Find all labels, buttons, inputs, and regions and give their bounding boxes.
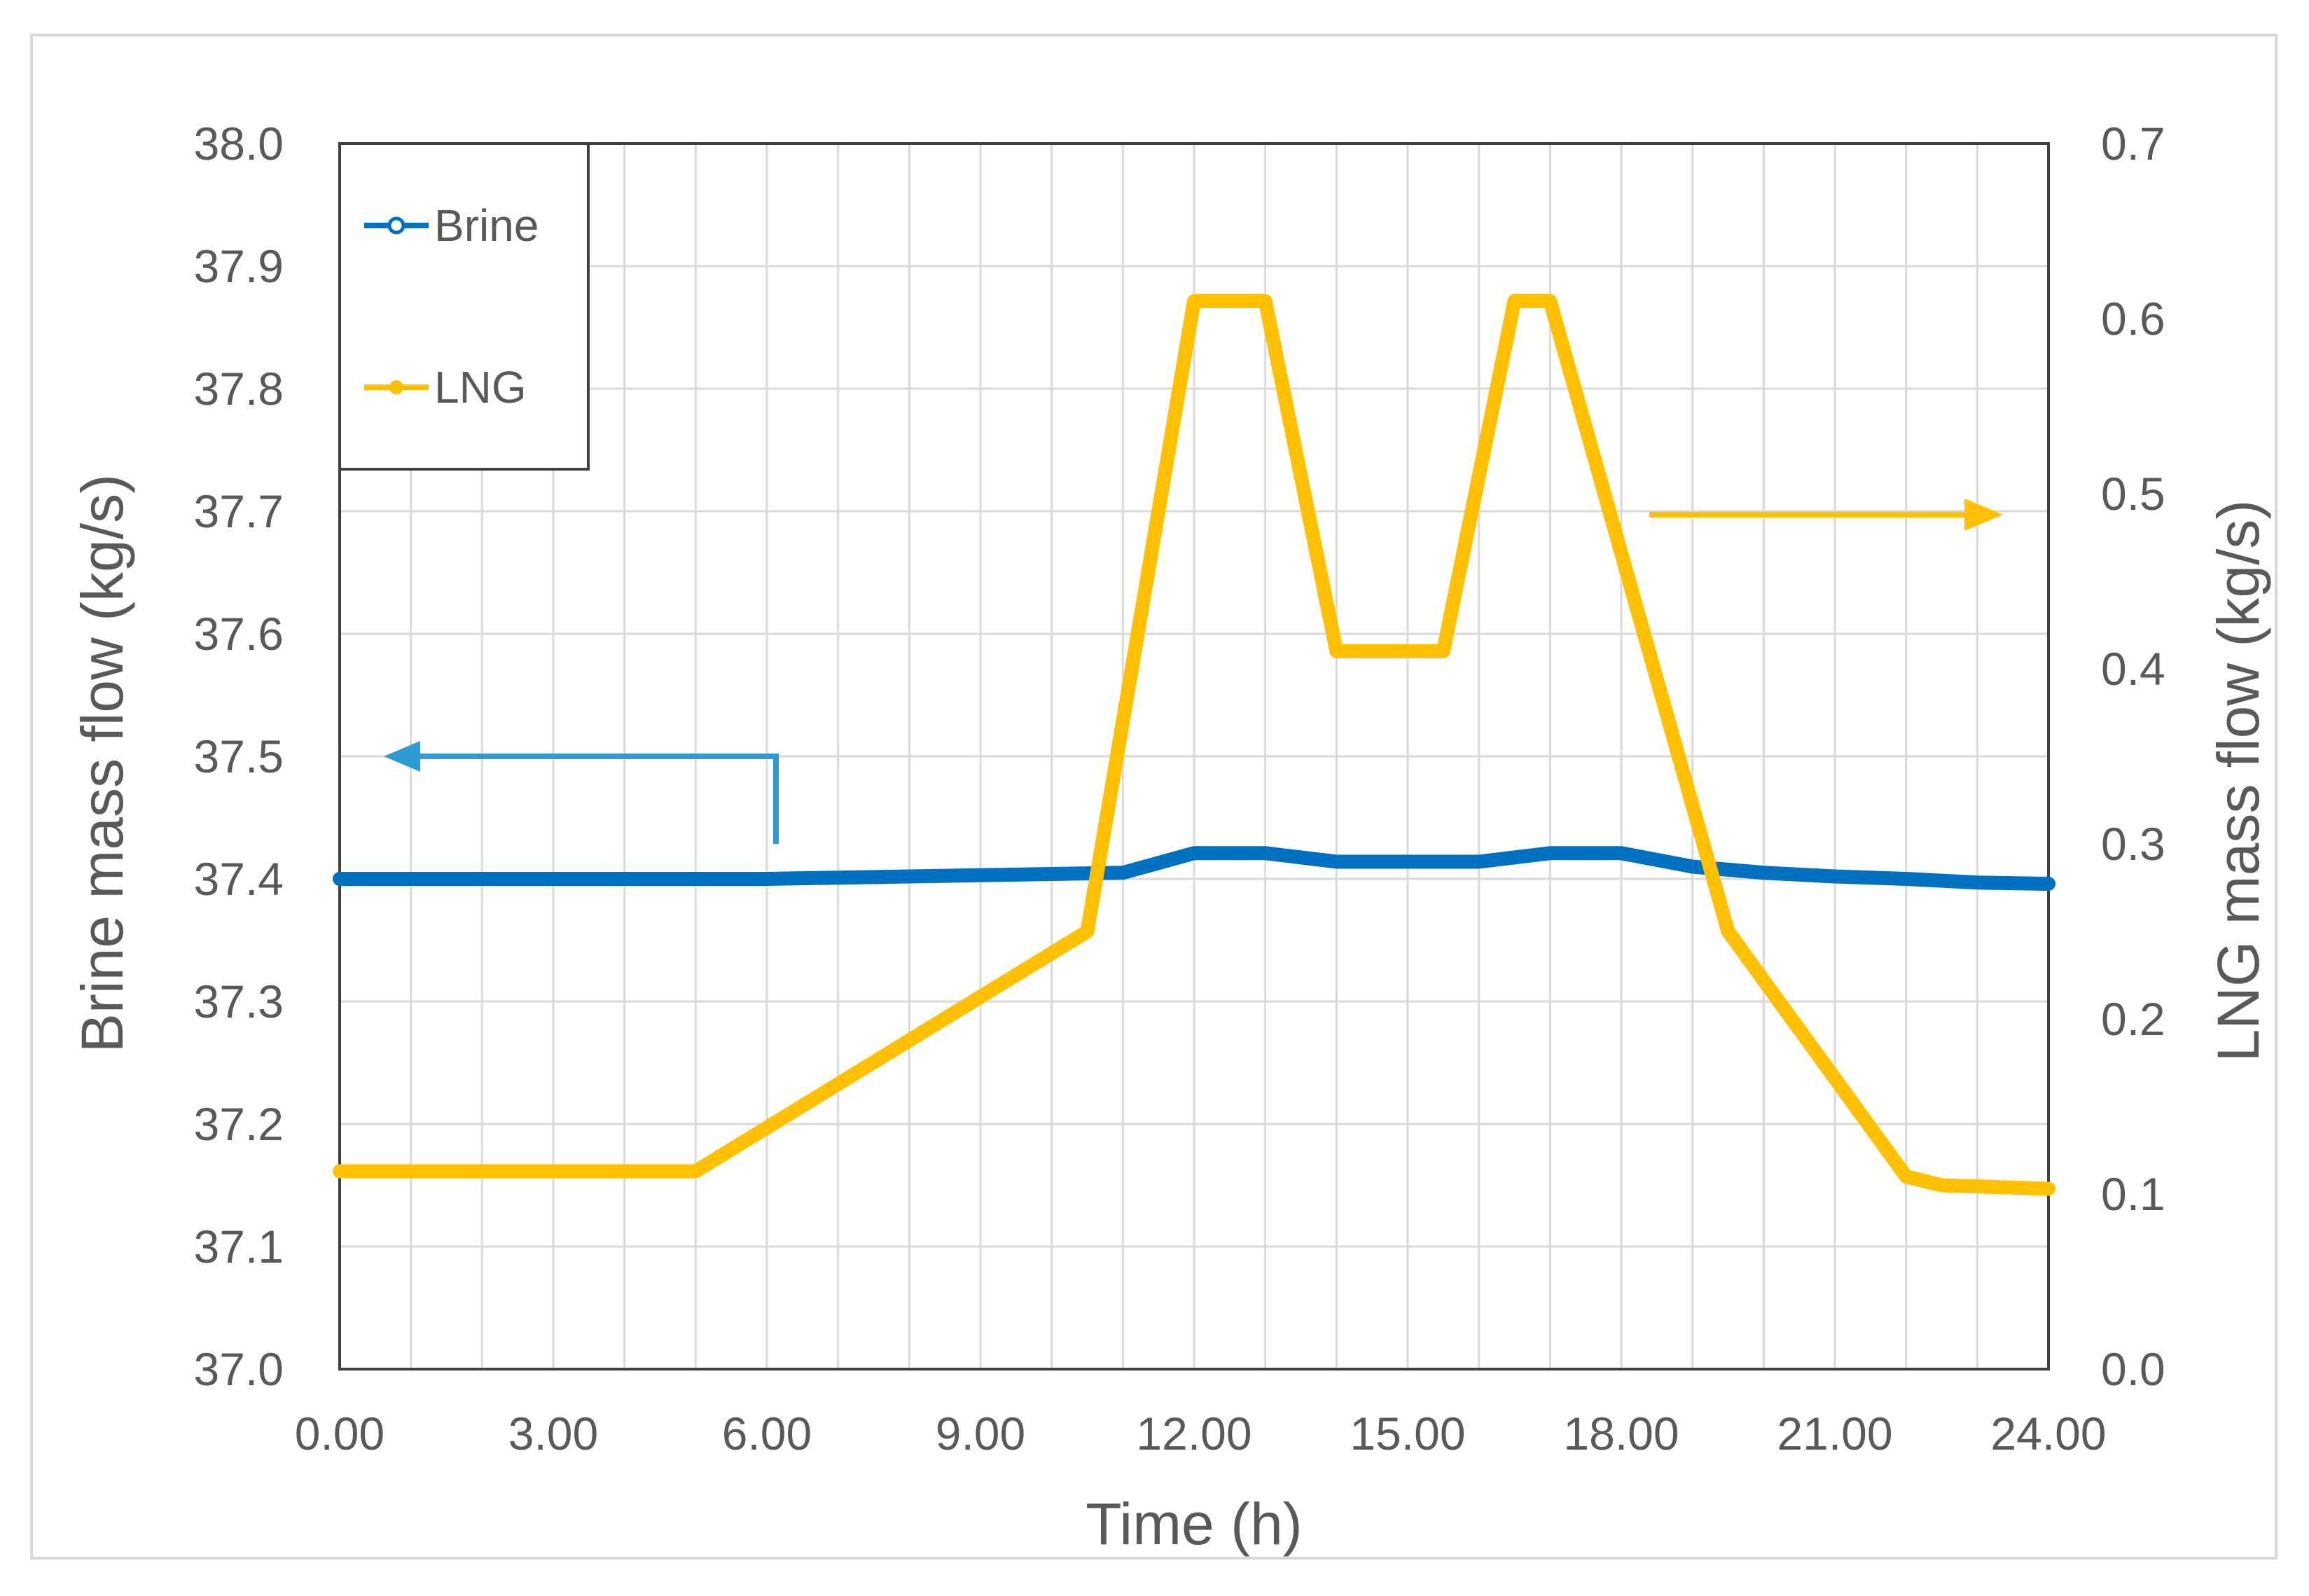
x-tick-label: 21.00 (1777, 1408, 1892, 1459)
data-point-brine (335, 874, 345, 884)
x-tick-label: 0.00 (295, 1408, 384, 1459)
x-tick-label: 6.00 (722, 1408, 812, 1459)
data-point-brine (833, 873, 843, 883)
y-left-tick-label: 37.9 (194, 240, 284, 292)
x-tick-label: 9.00 (936, 1408, 1025, 1459)
data-point-brine (1972, 877, 1983, 888)
data-point-brine (1901, 874, 1911, 884)
x-tick-label: 12.00 (1136, 1408, 1251, 1459)
y-right-tick-label: 0.4 (2101, 643, 2165, 695)
data-point-brine (1687, 861, 1698, 872)
data-point-brine (1545, 848, 1555, 859)
lng-axis-arrow (1649, 499, 2003, 531)
data-point-lng (1189, 296, 1199, 306)
y-left-axis-ticks: 37.0 37.1 37.2 37.3 37.4 37.5 37.6 37.7 37.8 37.9… (194, 118, 284, 1395)
data-point-lng (1936, 1180, 1947, 1191)
y-right-axis-title: LNG mass flow (kg/s) (2205, 500, 2271, 1062)
data-point-lng (1545, 296, 1555, 306)
data-point-brine (477, 874, 487, 884)
data-point-lng (1082, 927, 1093, 936)
data-point-brine (405, 874, 416, 884)
legend-item-brine: Brine (364, 200, 539, 251)
data-point-brine (1830, 871, 1840, 882)
legend-label-lng: LNG (434, 362, 527, 412)
data-point-brine (1189, 848, 1199, 859)
y-left-tick-label: 37.8 (194, 363, 284, 415)
data-point-lng (1509, 296, 1520, 306)
y-left-tick-label: 37.0 (194, 1343, 284, 1395)
y-right-tick-label: 0.6 (2101, 293, 2165, 345)
legend-marker-lng (389, 380, 403, 394)
y-right-tick-label: 0.7 (2101, 118, 2165, 169)
legend: Brine LNG (338, 142, 590, 471)
data-point-brine (1759, 868, 1769, 878)
legend-item-lng: LNG (364, 362, 527, 412)
data-point-lng (2044, 1184, 2053, 1194)
y-left-tick-label: 37.1 (194, 1221, 284, 1272)
y-left-tick-label: 37.5 (194, 730, 284, 782)
data-point-brine (1474, 856, 1484, 867)
data-point-brine (976, 870, 985, 880)
x-tick-label: 3.00 (508, 1408, 598, 1459)
y-left-tick-label: 37.6 (194, 608, 284, 660)
y-left-tick-label: 37.4 (194, 853, 284, 905)
y-right-tick-label: 0.3 (2101, 818, 2165, 870)
data-point-brine (1118, 868, 1128, 878)
data-point-brine (548, 874, 558, 884)
series-lines (333, 294, 2055, 1196)
y-right-tick-label: 0.2 (2101, 993, 2165, 1045)
y-left-axis-title: Brine mass flow (kg/s) (69, 474, 135, 1053)
data-point-brine (762, 874, 772, 884)
plot-area-border (338, 142, 2050, 1371)
data-point-lng (1260, 296, 1270, 306)
data-point-brine (1260, 848, 1270, 859)
legend-label-brine: Brine (434, 200, 539, 251)
x-tick-label: 24.00 (1990, 1408, 2106, 1459)
y-right-tick-label: 0.0 (2101, 1343, 2165, 1395)
x-tick-label: 15.00 (1350, 1408, 1465, 1459)
data-point-brine (1046, 869, 1057, 879)
data-point-lng (335, 1166, 345, 1177)
legend-marker-brine (387, 216, 405, 235)
x-tick-label: 18.00 (1563, 1408, 1679, 1459)
data-point-lng (1438, 646, 1448, 656)
brine-axis-arrow (384, 741, 779, 844)
data-point-lng (1901, 1172, 1911, 1181)
y-left-tick-label: 38.0 (194, 118, 284, 169)
data-point-lng (1331, 646, 1342, 656)
x-axis-title: Time (h) (1086, 1491, 1303, 1557)
data-point-brine (1331, 856, 1342, 867)
data-point-lng (691, 1166, 701, 1177)
y-right-tick-label: 0.5 (2101, 468, 2165, 520)
data-point-brine (1403, 856, 1413, 867)
y-left-tick-label: 37.2 (194, 1098, 284, 1150)
y-left-tick-label: 37.7 (194, 485, 284, 537)
data-point-brine (619, 874, 630, 884)
data-point-lng (1723, 927, 1733, 936)
y-right-axis-ticks: 0.0 0.1 0.2 0.3 0.4 0.5 0.6 0.7 (2101, 118, 2165, 1395)
y-left-tick-label: 37.3 (194, 976, 284, 1027)
x-axis-ticks: 0.00 3.00 6.00 9.00 12.00 15.00 18.00 21.00 24.0… (295, 1408, 2107, 1459)
legend-box (338, 142, 590, 471)
data-point-brine (691, 874, 701, 884)
y-right-tick-label: 0.1 (2101, 1168, 2165, 1220)
data-point-brine (904, 871, 915, 882)
data-point-brine (2044, 879, 2053, 889)
data-point-brine (1616, 848, 1626, 859)
